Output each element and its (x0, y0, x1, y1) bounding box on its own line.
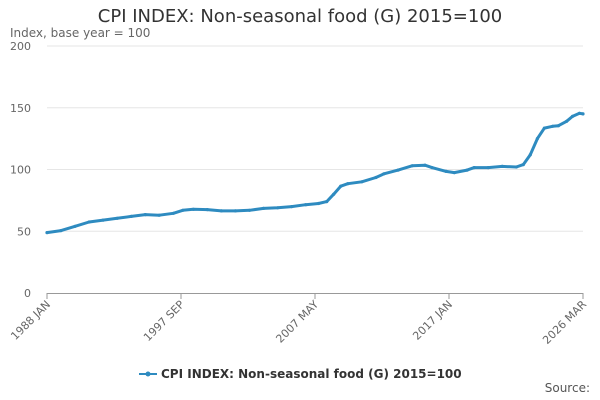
data-point (325, 200, 329, 204)
legend[interactable]: CPI INDEX: Non-seasonal food (G) 2015=10… (139, 367, 462, 381)
source-label: Source: (544, 381, 590, 395)
data-point (115, 216, 119, 220)
data-point (346, 182, 350, 186)
data-point (332, 192, 336, 196)
data-point (500, 164, 504, 168)
data-point (535, 137, 540, 141)
data-point (410, 164, 414, 168)
data-point (87, 220, 91, 224)
data-point (219, 209, 223, 213)
series-line (45, 111, 585, 235)
data-point (233, 209, 237, 213)
data-point (452, 171, 456, 175)
data-point (465, 168, 469, 172)
chart-title: CPI INDEX: Non-seasonal food (G) 2015=10… (97, 6, 503, 27)
data-point (304, 203, 308, 207)
data-point (423, 163, 427, 167)
data-point (129, 214, 133, 218)
data-point (59, 229, 63, 233)
data-point (565, 119, 569, 123)
data-point (276, 206, 280, 210)
data-point (556, 124, 561, 128)
data-point (101, 218, 105, 222)
data-point (551, 124, 555, 128)
x-tick-label: 1997 SEP (141, 298, 187, 344)
data-point (316, 201, 321, 206)
data-point (472, 166, 476, 170)
data-point (486, 166, 490, 170)
data-point (521, 163, 525, 167)
x-tick-label: 2007 MAY (273, 298, 321, 346)
data-point (396, 168, 400, 172)
data-point (261, 206, 266, 210)
data-point (570, 114, 575, 118)
y-axis-ticks: 0 50 100 150 200 (10, 40, 31, 300)
y-tick-label: 150 (10, 102, 31, 115)
y-tick-label: 0 (24, 287, 31, 300)
series-group (45, 111, 585, 235)
data-point (430, 166, 434, 170)
data-point (444, 169, 448, 173)
x-tick-label: 1988 JAN (8, 298, 53, 343)
data-point (157, 213, 161, 217)
data-point (45, 231, 49, 235)
data-point (171, 211, 175, 215)
data-point (581, 112, 585, 116)
data-point (382, 172, 386, 176)
data-point (191, 207, 195, 211)
x-tick-label: 2017 JAN (410, 298, 455, 343)
data-point (73, 224, 77, 228)
data-point (360, 180, 364, 184)
data-point (542, 126, 547, 130)
data-point (374, 175, 378, 180)
legend-item-label[interactable]: CPI INDEX: Non-seasonal food (G) 2015=10… (161, 367, 462, 381)
x-tick-label: 2026 MAR (540, 298, 589, 347)
y-tick-label: 50 (17, 225, 31, 238)
data-point (143, 213, 147, 217)
y-tick-label: 200 (10, 40, 31, 53)
data-point (577, 111, 582, 115)
data-point (528, 153, 532, 157)
data-point (514, 165, 518, 169)
data-point (290, 205, 294, 209)
grid-lines (47, 45, 583, 232)
data-point (247, 208, 252, 212)
y-axis-unit-label: Index, base year = 100 (10, 26, 151, 40)
data-point (339, 184, 343, 188)
legend-swatch-marker (145, 371, 151, 377)
x-axis: 1988 JAN 1997 SEP 2007 MAY 2017 JAN 2026 MAR (8, 293, 589, 347)
data-point (181, 208, 185, 212)
data-point (205, 208, 209, 212)
y-tick-label: 100 (10, 164, 31, 177)
